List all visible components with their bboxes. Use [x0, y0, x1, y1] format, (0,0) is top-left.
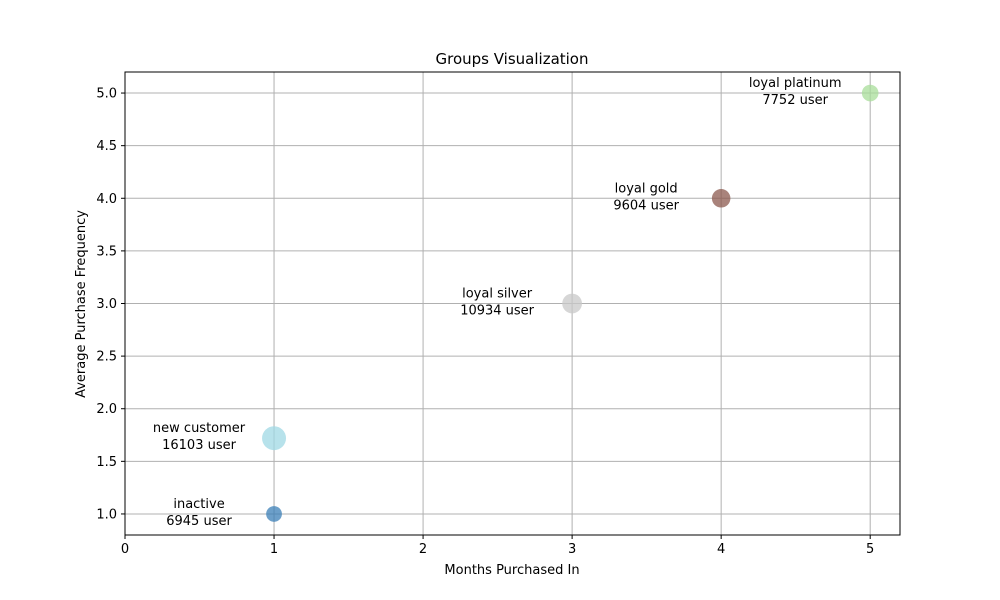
- y-tick-label: 5.0: [96, 87, 117, 102]
- data-point-loyal-gold: [711, 189, 731, 208]
- x-tick-label: 2: [419, 542, 427, 557]
- point-label-users: 10934 user: [460, 304, 534, 319]
- point-label-users: 7752 user: [762, 93, 828, 108]
- point-label-group: loyal gold: [615, 181, 678, 196]
- y-tick-label: 3.5: [96, 244, 117, 259]
- x-tick-label: 4: [717, 542, 725, 557]
- point-annotations: inactive 6945 user new customer 16103 user l…: [153, 76, 842, 529]
- point-label-group: new customer: [153, 421, 246, 436]
- x-axis-ticks: 0 1 2 3 4 5: [121, 535, 874, 557]
- data-point-inactive: [266, 506, 282, 522]
- y-tick-label: 2.0: [96, 402, 117, 417]
- data-point-new-customer: [262, 426, 287, 451]
- point-label-users: 16103 user: [162, 438, 236, 453]
- y-tick-label: 1.5: [96, 455, 117, 470]
- y-tick-label: 3.0: [96, 297, 117, 312]
- y-axis-ticks: 1.0 1.5 2.0 2.5 3.0 3.5 4.0 4.5 5.0: [96, 87, 125, 522]
- x-tick-label: 1: [270, 542, 278, 557]
- x-tick-label: 3: [568, 542, 576, 557]
- y-tick-label: 4.0: [96, 192, 117, 207]
- y-axis-label: Average Purchase Frequency: [74, 210, 89, 398]
- grid: [124, 72, 900, 535]
- x-axis-label: Months Purchased In: [444, 563, 579, 578]
- x-tick-label: 5: [866, 542, 874, 557]
- x-tick-label: 0: [121, 542, 129, 557]
- chart-title: Groups Visualization: [436, 50, 589, 68]
- point-label-group: loyal platinum: [749, 76, 842, 91]
- y-tick-label: 4.5: [96, 139, 117, 154]
- point-label-group: inactive: [173, 497, 224, 512]
- data-point-loyal-platinum: [861, 84, 879, 102]
- point-label-group: loyal silver: [462, 287, 533, 302]
- data-points: [262, 84, 879, 522]
- point-label-users: 9604 user: [613, 198, 679, 213]
- data-point-loyal-silver: [562, 293, 583, 314]
- y-tick-label: 2.5: [96, 350, 117, 365]
- y-tick-label: 1.0: [96, 507, 117, 522]
- point-label-users: 6945 user: [166, 514, 232, 529]
